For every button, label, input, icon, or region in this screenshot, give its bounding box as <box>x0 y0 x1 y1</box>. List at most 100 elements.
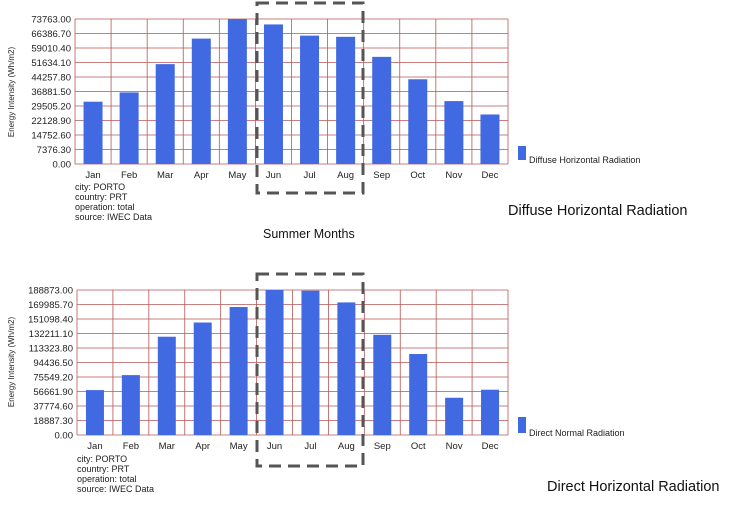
y-tick-label: 51634.10 <box>31 58 71 69</box>
y-tick-label: 59010.40 <box>31 44 71 55</box>
x-tick-label: Apr <box>195 441 210 452</box>
bar-apr <box>193 322 212 435</box>
info-operation: operation: total <box>77 474 137 484</box>
info-country: country: PRT <box>77 464 130 474</box>
bar-aug <box>336 36 356 164</box>
y-tick-label: 18887.30 <box>33 416 73 427</box>
x-tick-label: Oct <box>411 441 426 452</box>
y-tick-label: 188873.00 <box>28 286 73 297</box>
bar-nov <box>444 101 464 164</box>
x-ticks-bottom: Jan Feb Mar Apr May Jun Jul Aug Sep Oct Nov Dec <box>87 441 498 452</box>
bar-mar <box>157 336 176 435</box>
caption-diffuse: Diffuse Horizontal Radiation <box>508 203 687 219</box>
x-tick-label: May <box>228 170 246 181</box>
bar-may <box>227 19 247 164</box>
y-tick-label: 7376.30 <box>37 145 71 156</box>
bars-top <box>83 19 500 164</box>
x-tick-label: Jun <box>267 441 282 452</box>
info-country: country: PRT <box>75 192 128 202</box>
bar-oct <box>409 354 428 435</box>
info-block-top: city: PORTO country: PRT operation: tota… <box>75 182 152 222</box>
y-tick-label: 56661.90 <box>33 387 73 398</box>
x-tick-label: Feb <box>123 441 139 452</box>
x-tick-label: Aug <box>338 441 355 452</box>
info-city: city: PORTO <box>75 182 125 192</box>
y-tick-label: 37774.60 <box>33 402 73 413</box>
bar-sep <box>373 334 392 435</box>
info-source: source: IWEC Data <box>77 484 154 494</box>
bar-dec <box>481 389 500 435</box>
y-tick-label: 36881.50 <box>31 87 71 98</box>
summer-months-label: Summer Months <box>263 227 355 241</box>
y-tick-label: 66386.70 <box>31 29 71 40</box>
y-tick-label: 14752.60 <box>31 131 71 142</box>
y-tick-label: 73763.00 <box>31 15 71 26</box>
bar-jan <box>85 390 104 435</box>
y-tick-label: 44257.80 <box>31 73 71 84</box>
x-tick-label: Mar <box>157 170 173 181</box>
bar-jan <box>83 101 103 164</box>
x-tick-label: Mar <box>159 441 175 452</box>
summer-highlight-top <box>255 1 365 195</box>
y-axis-label-top: Energy Intensity (Wh/m2) <box>7 47 16 138</box>
y-ticks-bottom: 0.00 18887.30 37774.60 56661.90 75549.20 9443… <box>28 286 73 442</box>
x-tick-label: Oct <box>410 170 425 181</box>
bars-bottom <box>85 290 500 435</box>
y-tick-label: 0.00 <box>53 160 72 171</box>
info-operation: operation: total <box>75 202 135 212</box>
x-tick-label: Jul <box>304 441 316 452</box>
info-source: source: IWEC Data <box>75 212 152 222</box>
grid-top <box>74 18 509 165</box>
caption-direct: Direct Horizontal Radiation <box>547 479 719 495</box>
y-ticks-top: 0.00 7376.30 14752.60 22128.90 29505.20 36881… <box>31 15 71 171</box>
summer-highlight-bottom <box>255 272 365 468</box>
y-tick-label: 151098.40 <box>28 315 73 326</box>
x-tick-label: Dec <box>482 170 499 181</box>
x-tick-label: Sep <box>374 441 391 452</box>
x-tick-label: May <box>230 441 248 452</box>
x-tick-label: Dec <box>482 441 499 452</box>
x-tick-label: Sep <box>373 170 390 181</box>
bar-may <box>229 307 248 435</box>
bar-nov <box>445 397 464 435</box>
legend-swatch-direct <box>518 417 526 433</box>
y-tick-label: 94436.50 <box>33 358 73 369</box>
info-city: city: PORTO <box>77 454 127 464</box>
y-tick-label: 29505.20 <box>31 102 71 113</box>
x-ticks-top: Jan Feb Mar Apr May Jun Jul Aug Sep Oct Nov Dec <box>85 170 498 181</box>
x-tick-label: Feb <box>121 170 137 181</box>
diffuse-radiation-chart: Energy Intensity (Wh/m2) 0.00 7376.30 1475… <box>7 15 640 223</box>
x-tick-label: Apr <box>194 170 209 181</box>
bar-aug <box>337 302 356 435</box>
grid-bottom <box>76 289 509 436</box>
bar-sep <box>372 56 392 164</box>
x-tick-label: Jan <box>87 441 102 452</box>
bar-jul <box>301 290 320 435</box>
bar-dec <box>480 114 500 164</box>
bar-apr <box>191 38 211 164</box>
y-tick-label: 0.00 <box>55 431 74 442</box>
y-tick-label: 75549.20 <box>33 373 73 384</box>
bar-jun <box>263 24 283 164</box>
bar-mar <box>155 64 175 164</box>
y-tick-label: 169985.70 <box>28 300 73 311</box>
y-tick-label: 22128.90 <box>31 116 71 127</box>
x-tick-label: Jun <box>266 170 281 181</box>
x-tick-label: Jan <box>85 170 100 181</box>
legend-label-diffuse: Diffuse Horizontal Radiation <box>529 155 640 165</box>
y-axis-label-bottom: Energy Intensity (Wh/m2) <box>7 317 16 408</box>
x-tick-label: Jul <box>303 170 315 181</box>
direct-radiation-chart: Energy Intensity (Wh/m2) 0.00 18887.30 377… <box>7 286 625 495</box>
bar-feb <box>121 375 140 435</box>
y-tick-label: 113323.80 <box>29 344 73 355</box>
legend-swatch-diffuse <box>518 146 526 160</box>
info-block-bottom: city: PORTO country: PRT operation: tota… <box>77 454 154 494</box>
x-tick-label: Aug <box>337 170 354 181</box>
legend-label-direct: Direct Normal Radiation <box>529 428 625 438</box>
bar-jun <box>265 290 284 435</box>
bar-oct <box>408 79 428 164</box>
x-tick-label: Nov <box>445 170 462 181</box>
bar-feb <box>119 92 139 164</box>
y-tick-label: 132211.10 <box>29 329 73 340</box>
